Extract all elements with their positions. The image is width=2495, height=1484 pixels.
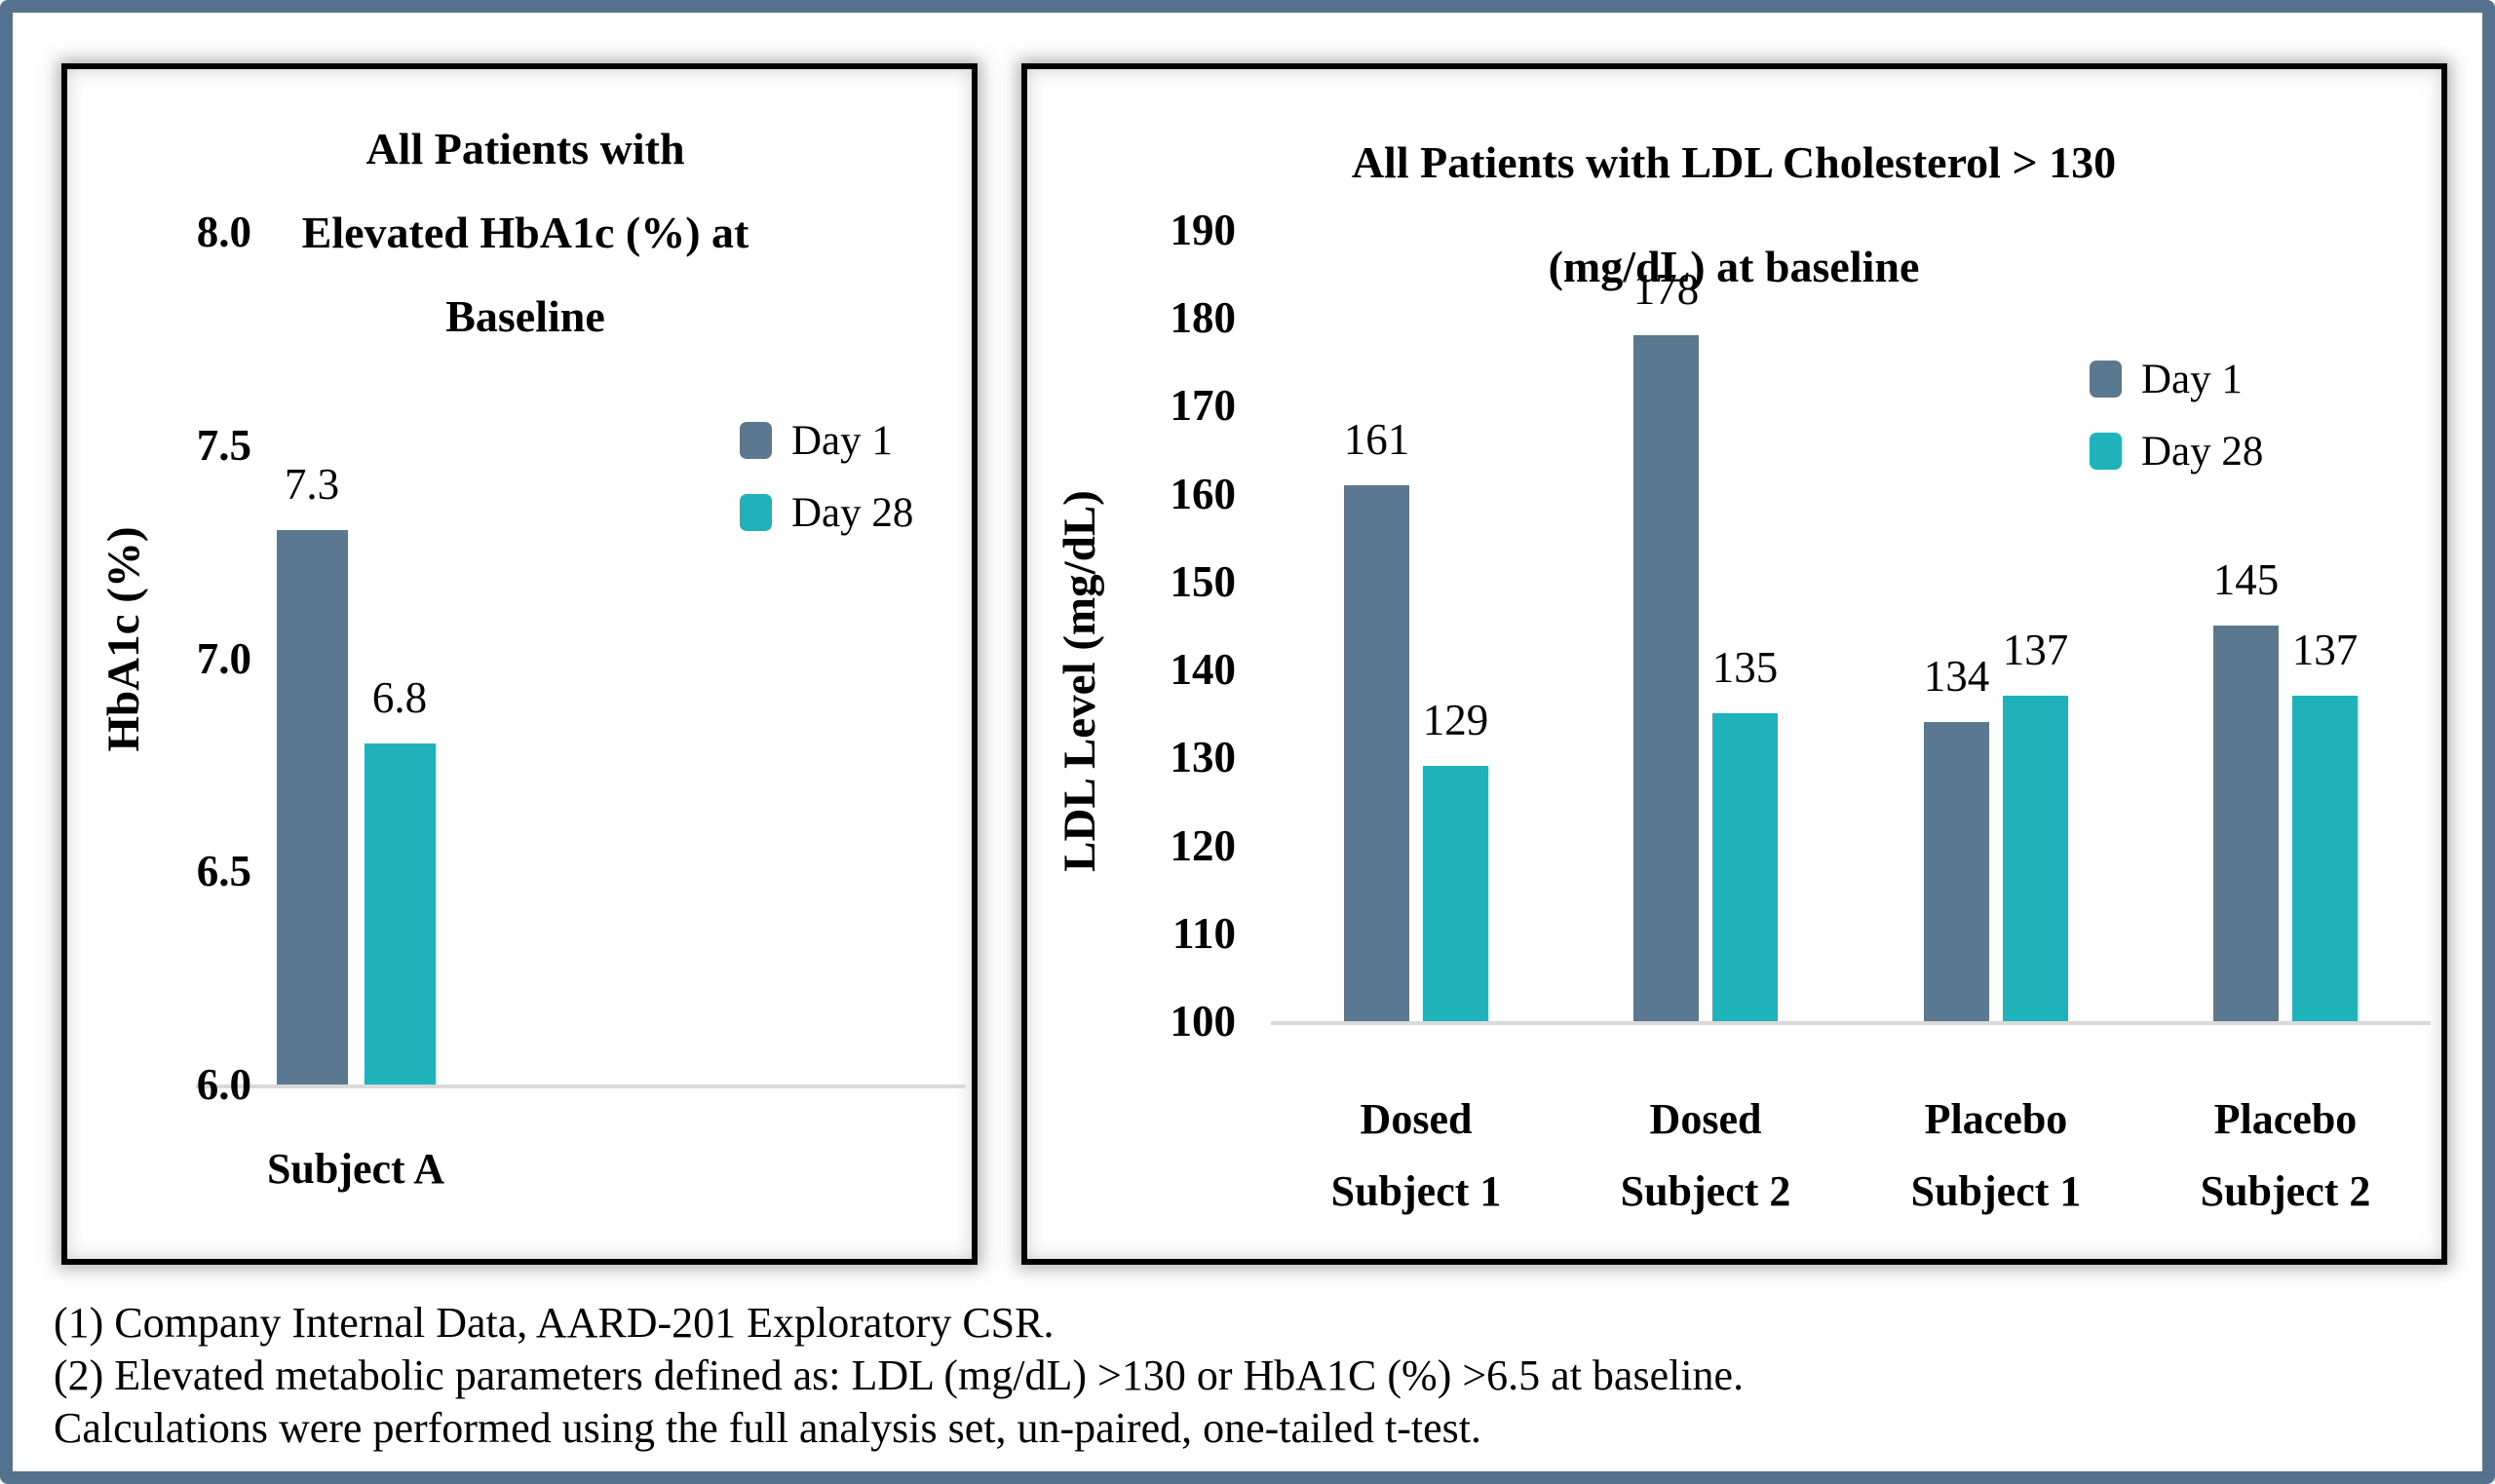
legend-swatch-day28 [2090, 433, 2122, 470]
legend-label-day1: Day 1 [791, 417, 893, 464]
category-label-line: Subject 1 [1910, 1167, 2082, 1215]
legend: Day 1 Day 28 [2090, 357, 2263, 501]
footnote-1: (1) Company Internal Data, AARD-201 Expl… [54, 1299, 1055, 1347]
legend-label-day28: Day 28 [791, 489, 914, 536]
category-label: Placebo Subject 1 [1811, 1084, 2181, 1228]
category-label-line: Subject 1 [1330, 1167, 1502, 1215]
bar-day-28 [2292, 696, 2358, 1021]
legend-item-day28: Day 28 [2090, 428, 2264, 475]
category-label: Dosed Subject 1 [1231, 1084, 1601, 1228]
y-tick-label: 140 [1170, 645, 1237, 695]
bar-day-1 [1924, 722, 1989, 1021]
y-tick-label: 7.0 [196, 633, 251, 683]
chart-title: All Patients with Elevated HbA1c (%) at … [174, 107, 876, 359]
legend-label-day28: Day 28 [2141, 428, 2264, 475]
y-tick-label: 170 [1170, 381, 1237, 431]
footnotes: (1) Company Internal Data, AARD-201 Expl… [54, 1297, 2451, 1455]
x-axis-line [196, 1084, 966, 1088]
y-tick-label: 120 [1170, 820, 1237, 870]
hba1c-chart-panel: All Patients with Elevated HbA1c (%) at … [61, 63, 978, 1265]
bar-value-label: 6.8 [371, 673, 428, 722]
chart-title-line: All Patients with [365, 124, 685, 173]
legend-item-day1: Day 1 [740, 417, 913, 464]
category-label-line: Dosed [1360, 1095, 1473, 1143]
bar-day-1 [276, 530, 348, 1084]
bar-value-label: 137 [2291, 626, 2359, 675]
bar-day-1 [1633, 335, 1699, 1021]
category-label-line: Dosed [1649, 1095, 1762, 1143]
bar-value-label: 137 [2002, 626, 2069, 675]
ldl-chart-panel: All Patients with LDL Cholesterol > 130 … [1021, 63, 2447, 1265]
bar-value-label: 7.3 [284, 460, 340, 510]
y-tick-label: 6.0 [196, 1060, 251, 1109]
category-label-line: Subject A [266, 1145, 445, 1193]
bar-value-label: 134 [1923, 652, 1990, 702]
chart-title-line: (mg/dL) at baseline [1548, 242, 1920, 291]
footnote-3: Calculations were performed using the fu… [54, 1404, 1481, 1452]
y-tick-label: 150 [1170, 556, 1237, 606]
footnote-2: (2) Elevated metabolic parameters define… [54, 1351, 1745, 1399]
bar-day-1 [1344, 484, 1409, 1021]
legend: Day 1 Day 28 [740, 418, 913, 562]
bar-day-1 [2213, 626, 2279, 1021]
bar-value-label: 135 [1711, 643, 1779, 693]
y-tick-label: 6.5 [196, 847, 251, 896]
chart-title-line: Elevated HbA1c (%) at [301, 208, 749, 257]
category-label-line: Subject 2 [1620, 1167, 1791, 1215]
legend-swatch-day28 [740, 494, 772, 531]
y-tick-label: 8.0 [196, 208, 251, 256]
y-tick-label: 7.5 [196, 420, 251, 470]
bar-day-28 [1423, 766, 1488, 1021]
legend-label-day1: Day 1 [2141, 356, 2243, 402]
category-label-line: Placebo [2213, 1095, 2358, 1143]
y-tick-label: 110 [1171, 908, 1236, 958]
bar-value-label: 161 [1343, 414, 1410, 464]
chart-title: All Patients with LDL Cholesterol > 130 … [1149, 110, 2319, 319]
category-label-line: Subject 2 [2200, 1167, 2371, 1215]
chart-title-line: All Patients with LDL Cholesterol > 130 [1351, 137, 2117, 187]
bar-value-label: 178 [1632, 265, 1700, 315]
category-label: Subject A [151, 1133, 560, 1205]
legend-swatch-day1 [740, 422, 772, 459]
category-label-line: Placebo [1924, 1095, 2068, 1143]
bar-value-label: 129 [1422, 696, 1489, 745]
bar-day-28 [2003, 696, 2068, 1021]
y-tick-label: 100 [1170, 997, 1237, 1046]
x-axis-line [1271, 1021, 2431, 1025]
chart-title-line: Baseline [445, 291, 605, 341]
legend-item-day1: Day 1 [2090, 356, 2263, 402]
y-tick-label: 130 [1170, 733, 1237, 782]
y-tick-label: 160 [1170, 469, 1237, 518]
legend-item-day28: Day 28 [740, 489, 914, 536]
category-label: Placebo Subject 2 [2100, 1084, 2471, 1228]
bar-day-28 [364, 743, 436, 1084]
y-tick-label: 180 [1170, 293, 1237, 343]
legend-swatch-day1 [2090, 361, 2122, 398]
category-label: Dosed Subject 2 [1520, 1084, 1891, 1228]
y-tick-label: 190 [1170, 206, 1237, 254]
bar-value-label: 145 [2212, 555, 2280, 604]
bar-day-28 [1712, 713, 1778, 1021]
